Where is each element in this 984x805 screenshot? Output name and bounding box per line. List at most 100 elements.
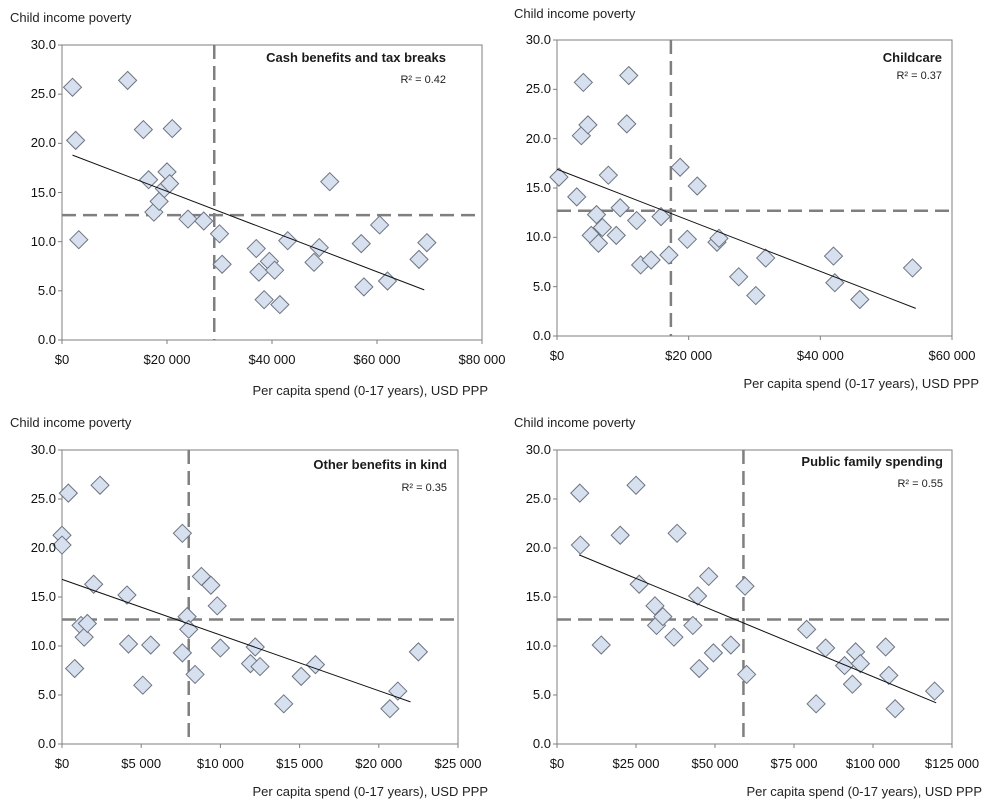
y-tick-label: 15.0 <box>30 589 56 604</box>
data-point <box>354 277 374 297</box>
data-point <box>586 204 607 225</box>
data-point <box>670 157 690 177</box>
data-point <box>755 248 776 268</box>
y-tick-label: 5.0 <box>37 687 56 702</box>
data-point <box>65 130 86 151</box>
data-point <box>677 229 698 250</box>
data-point <box>653 606 673 627</box>
y-tick-label: 30.0 <box>525 32 551 47</box>
data-point <box>118 634 139 654</box>
x-axis-title: Per capita spend (0-17 years), USD PPP <box>746 784 982 799</box>
data-point <box>728 267 749 287</box>
data-point <box>570 535 591 555</box>
data-point <box>578 115 598 135</box>
data-point <box>185 664 205 685</box>
data-point <box>305 654 326 675</box>
data-point <box>117 585 137 605</box>
x-axis-title: Per capita spend (0-17 years), USD PPP <box>252 784 488 799</box>
x-tick-label: $5 000 <box>121 756 162 771</box>
chart-panel-cash-benefits: Child income poverty 0.0 5.0 10.0 15.0 20.0 25… <box>0 0 506 400</box>
data-point <box>746 285 766 306</box>
y-tick-label: 15.0 <box>525 180 551 195</box>
x-tick-label: $0 <box>54 352 70 367</box>
data-point <box>591 635 611 655</box>
r-squared-label: R² = 0.42 <box>400 74 446 86</box>
y-tick-label: 30.0 <box>30 37 56 52</box>
x-tick-label: $75 000 <box>770 756 818 771</box>
data-point <box>902 258 923 278</box>
data-point <box>641 250 661 270</box>
y-tick-label: 5.0 <box>532 687 551 702</box>
y-tick-label: 0.0 <box>532 328 551 343</box>
data-point <box>246 238 266 259</box>
chart-title: Other benefits in kind <box>313 457 447 472</box>
data-point <box>736 664 757 685</box>
data-point <box>254 289 274 310</box>
data-point <box>875 637 896 657</box>
data-point <box>270 294 290 315</box>
data-point <box>172 523 193 544</box>
x-tick-label: $0 <box>549 348 565 363</box>
data-point <box>573 72 594 93</box>
y-tick-label: 30.0 <box>525 442 551 457</box>
trendline <box>578 554 937 704</box>
data-point <box>172 643 193 663</box>
plot-area <box>61 44 483 341</box>
data-point <box>549 167 569 187</box>
x-tick-label: $60 000 <box>353 352 401 367</box>
chart-title: Childcare <box>882 50 942 65</box>
x-tick-label: $125 000 <box>924 756 980 771</box>
y-tick-label: 20.0 <box>30 135 56 151</box>
x-axis-title: Per capita spend (0-17 years), USD PPP <box>252 383 488 398</box>
y-axis-title: Child income poverty <box>514 415 636 430</box>
data-point <box>207 596 227 616</box>
data-point <box>687 586 708 606</box>
scatter-plot <box>549 39 953 340</box>
y-tick-label: 30.0 <box>30 442 56 457</box>
data-point <box>52 535 72 555</box>
data-point <box>291 666 311 687</box>
data-point <box>201 575 221 595</box>
data-point <box>617 114 637 134</box>
y-tick-label: 10.0 <box>525 638 551 653</box>
plot-area <box>556 449 953 745</box>
data-point <box>806 694 826 714</box>
x-tick-label: $15 000 <box>276 756 324 771</box>
trendline <box>556 168 916 309</box>
scatter-plot <box>58 44 483 344</box>
plot-area <box>556 39 953 337</box>
data-point <box>570 483 590 503</box>
r-squared-label: R² = 0.55 <box>897 478 943 490</box>
data-point <box>626 210 647 231</box>
data-point <box>619 65 639 86</box>
y-tick-label: 0.0 <box>532 736 551 751</box>
data-point <box>651 206 671 227</box>
data-point <box>77 613 98 634</box>
y-tick-label: 25.0 <box>525 81 551 97</box>
data-point <box>629 574 649 594</box>
data-point <box>140 635 161 655</box>
data-point <box>162 118 182 139</box>
chart-panel-other-benefits-in-kind: Child income poverty 0.0 5.0 10.0 15.0 20.0 25… <box>0 405 492 800</box>
data-point <box>62 77 83 97</box>
chart-title: Cash benefits and tax breaks <box>266 50 446 65</box>
x-tick-label: $25 000 <box>434 756 482 771</box>
data-point <box>796 619 817 640</box>
data-point <box>683 615 703 636</box>
y-tick-label: 15.0 <box>30 184 56 200</box>
data-point <box>667 523 687 544</box>
data-point <box>117 70 138 91</box>
data-point <box>304 252 324 273</box>
data-point <box>588 233 609 253</box>
y-tick-label: 20.0 <box>30 540 56 555</box>
chart-title: Public family spending <box>801 454 943 469</box>
data-point <box>90 475 110 495</box>
data-point <box>924 681 945 701</box>
y-axis-title: Child income poverty <box>10 415 132 430</box>
data-point <box>274 694 294 714</box>
data-point <box>703 643 724 663</box>
y-tick-label: 0.0 <box>37 332 56 347</box>
data-point <box>606 225 626 246</box>
y-tick-label: 5.0 <box>37 282 56 298</box>
data-point <box>408 642 429 662</box>
